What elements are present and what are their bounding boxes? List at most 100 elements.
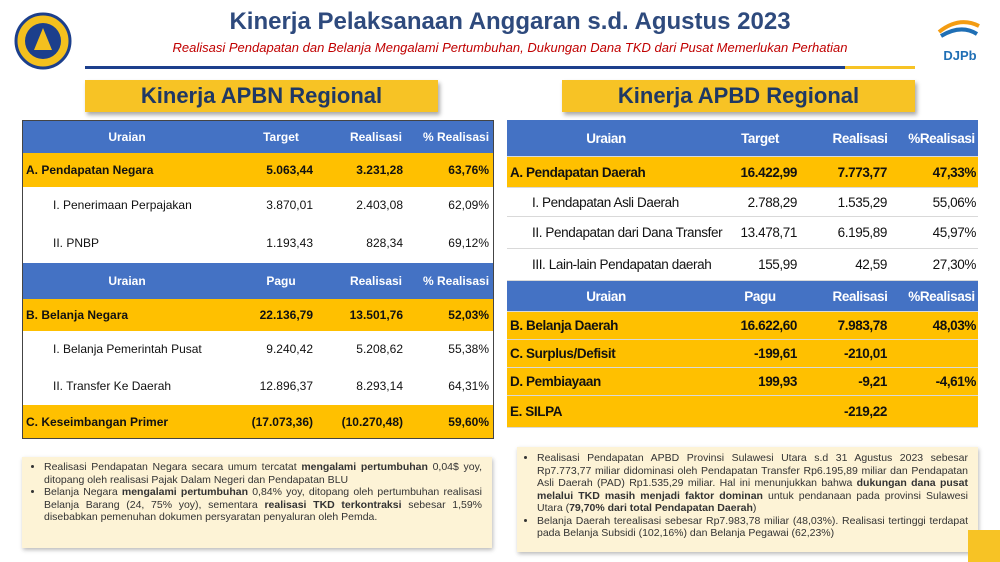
header-cell: % Realisasi xyxy=(422,274,490,288)
bullet: Belanja Negara mengalami pertumbuhan 0,8… xyxy=(44,486,482,524)
note-text: untuk pendanaan pada provinsi Sulawesi U… xyxy=(537,489,968,515)
note-text: mengalami pertumbuhan xyxy=(301,461,428,473)
header-rule xyxy=(85,66,845,69)
note-text: 79,70% dari total Pendapatan Daerah xyxy=(569,502,753,514)
header-cell: Pagu xyxy=(266,274,296,288)
table-cell: 1.193,43 xyxy=(266,236,313,250)
note-text: dukungan dana pusat melalui TKD masih me… xyxy=(537,477,968,502)
table-cell: -9,21 xyxy=(858,374,887,389)
subtitle: Realisasi Pendapatan dan Belanja Mengala… xyxy=(172,40,848,55)
table-row: III. Lain-lain Pendapatan daerah 155,99 42… xyxy=(507,249,978,281)
table: Uraian Target Realisasi % Realisasi A. Penda… xyxy=(22,120,494,439)
header-rule-accent xyxy=(845,66,915,69)
table-cell: 6.195,89 xyxy=(837,225,888,240)
table-cell: E. SILPA xyxy=(510,404,563,419)
section-banner: Kinerja APBN Regional xyxy=(85,80,438,112)
note-text: 0,04$ yoy, ditopang oleh realisasi Pajak… xyxy=(44,461,482,486)
table-cell: II. PNBP xyxy=(53,236,100,250)
table-cell: 13.478,71 xyxy=(740,225,798,240)
note-text: Realisasi Pendapatan Negara secara umum … xyxy=(44,461,302,473)
table-row: II. Transfer Ke Daerah 12.896,37 8.293,14 6… xyxy=(23,367,493,405)
table-cell: C. Keseimbangan Primer xyxy=(26,414,169,429)
table-cell: 3.870,01 xyxy=(266,198,313,212)
table-cell: B. Belanja Daerah xyxy=(510,318,618,333)
table-cell: 155,99 xyxy=(758,257,797,272)
table-cell: 199,93 xyxy=(758,374,797,389)
table-cell: 5.063,44 xyxy=(266,163,313,177)
table-cell: 55,38% xyxy=(448,342,489,356)
table-row: A. Pendapatan Daerah 16.422,99 7.773,77 47,… xyxy=(507,157,978,188)
header-cell: Target xyxy=(263,130,299,144)
table-cell: 12.896,37 xyxy=(259,379,313,393)
table-cell: C. Surplus/Defisit xyxy=(510,346,616,361)
header-cell: % Realisasi xyxy=(422,130,490,144)
table-cell: 8.293,14 xyxy=(356,379,403,393)
note-text: Realisasi Pendapatan APBD Provinsi Sulaw… xyxy=(537,452,968,489)
table-cell: 3.231,28 xyxy=(356,163,403,177)
table-cell xyxy=(705,396,815,427)
logo-djpb xyxy=(937,20,980,38)
bullet: Belanja Daerah terealisasi sebesar Rp7.9… xyxy=(537,515,968,540)
table-row: B. Belanja Daerah 16.622,60 7.983,78 48,03% xyxy=(507,312,978,340)
table: Uraian Target Realisasi %Realisasi A. Pendap… xyxy=(507,120,978,428)
header-cell: Uraian xyxy=(586,288,626,304)
table-row: D. Pembiayaan 199,93 -9,21 -4,61% xyxy=(507,368,978,396)
bullet-list: Realisasi Pendapatan APBD Provinsi Sulaw… xyxy=(519,452,968,540)
table-cell: 55,06% xyxy=(932,194,977,210)
notes: Realisasi Pendapatan APBD Provinsi Sulaw… xyxy=(517,447,978,552)
table-cell: 47,33% xyxy=(932,164,977,180)
table-cell: 59,60% xyxy=(448,414,489,429)
table-cell: 52,03% xyxy=(448,308,489,322)
table-cell: 48,03% xyxy=(932,318,977,333)
table-cell: B. Belanja Negara xyxy=(26,308,129,322)
note-text: 0,84% yoy, ditopang oleh pertumbuhan rea… xyxy=(44,486,482,511)
header-cell: Uraian xyxy=(108,130,146,144)
table-cell xyxy=(905,396,978,427)
table-row: A. Pendapatan Negara 5.063,44 3.231,28 63,7… xyxy=(23,153,493,187)
table-cell: 45,97% xyxy=(932,225,977,240)
header-cell: Uraian xyxy=(586,130,626,146)
table-cell: -4,61% xyxy=(935,374,977,389)
table-cell: -219,22 xyxy=(844,404,887,419)
table-cell: 2.403,08 xyxy=(356,198,403,212)
section-banner: Kinerja APBD Regional xyxy=(562,80,915,112)
table-cell: (10.270,48) xyxy=(341,414,403,429)
bullet: Realisasi Pendapatan APBD Provinsi Sulaw… xyxy=(537,452,968,515)
table-cell: 62,09% xyxy=(448,198,489,212)
table-cell: 42,59 xyxy=(855,257,887,272)
header-cell: Realisasi xyxy=(349,274,403,288)
logo-text: DJPb xyxy=(943,48,977,63)
table-row: C. Surplus/Defisit -199,61 -210,01 xyxy=(507,340,978,368)
table-row: Uraian Target Realisasi % Realisasi xyxy=(23,121,493,153)
note-text: Belanja Negara xyxy=(44,486,122,498)
table-cell: -199,61 xyxy=(754,346,797,361)
note-text: Belanja Daerah terealisasi sebesar Rp7.9… xyxy=(537,514,968,540)
table-cell: III. Lain-lain Pendapatan daerah xyxy=(532,257,712,272)
table-cell: 27,30% xyxy=(932,257,977,272)
header-cell: %Realisasi xyxy=(908,288,975,304)
notes: Realisasi Pendapatan Negara secara umum … xyxy=(22,457,492,548)
table-cell: -210,01 xyxy=(844,346,887,361)
corner-accent xyxy=(968,530,1000,562)
table-cell: 5.208,62 xyxy=(356,342,403,356)
table-row: Uraian Target Realisasi %Realisasi xyxy=(507,120,978,157)
table-cell: D. Pembiayaan xyxy=(510,374,601,389)
note-text: realisasi TKD terkontraksi xyxy=(264,498,402,511)
table-cell: 7.773,77 xyxy=(837,164,888,180)
header-cell: Pagu xyxy=(744,288,776,304)
table-cell: 64,31% xyxy=(448,379,489,393)
table-cell: 16.622,60 xyxy=(740,318,798,333)
table-row: I. Penerimaan Perpajakan 3.870,01 2.403,08… xyxy=(23,187,493,223)
table-row: C. Keseimbangan Primer (17.073,36) (10.270… xyxy=(23,405,493,438)
table-cell: II. Transfer Ke Daerah xyxy=(53,379,172,393)
table-cell: I. Penerimaan Perpajakan xyxy=(53,198,192,212)
table-cell: 1.535,29 xyxy=(837,194,888,210)
bullet: Realisasi Pendapatan Negara secara umum … xyxy=(44,461,482,486)
table-cell: A. Pendapatan Negara xyxy=(26,163,154,177)
table-cell: 9.240,42 xyxy=(266,342,313,356)
table-row: II. PNBP 1.193,43 828,34 69,12% xyxy=(23,223,493,263)
table-row: I. Belanja Pemerintah Pusat 9.240,42 5.208… xyxy=(23,331,493,367)
note-text: mengalami pertumbuhan xyxy=(121,486,249,498)
header-cell: Realisasi xyxy=(349,130,403,144)
